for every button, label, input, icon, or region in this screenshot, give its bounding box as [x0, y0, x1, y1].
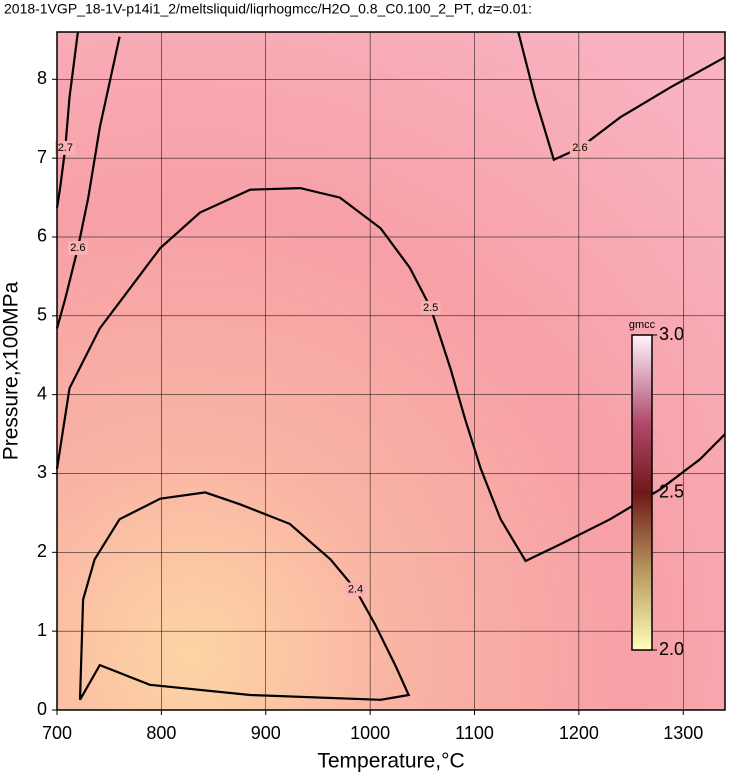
x-tick-label: 1300 — [663, 723, 703, 743]
colorbar-tick-label: 2.0 — [659, 639, 684, 659]
plot-background — [57, 32, 725, 710]
contour-label-bg — [67, 241, 88, 256]
x-tick-label: 900 — [251, 723, 281, 743]
contour-label-bg — [420, 300, 441, 315]
y-tick-label: 2 — [37, 541, 47, 561]
x-tick-label: 800 — [146, 723, 176, 743]
plot-frame — [56, 31, 726, 711]
contour-label: 2.6 — [70, 242, 85, 254]
contour-label-bg — [345, 582, 366, 597]
y-tick-label: 1 — [37, 620, 47, 640]
colorbar-label: gmcc — [629, 319, 656, 331]
y-tick-label: 5 — [37, 305, 47, 325]
contour-label: 2.5 — [423, 302, 438, 314]
y-axis-label: Pressure,x100MPa — [0, 281, 23, 460]
y-tick-label: 0 — [37, 699, 47, 719]
x-tick-label: 1100 — [455, 723, 494, 743]
y-tick-label: 4 — [37, 383, 47, 403]
x-axis-label: Temperature,°C — [317, 750, 464, 773]
x-tick-label: 700 — [42, 723, 72, 743]
colorbar-tick-label: 3.0 — [659, 324, 684, 344]
contour-line — [55, 36, 121, 329]
contour-label-bg — [569, 140, 590, 155]
contour-label-bg — [55, 140, 76, 155]
x-tick-label: 1000 — [350, 723, 390, 743]
x-tick-label: 1200 — [559, 723, 599, 743]
contour-line — [55, 186, 726, 563]
contour-label: 2.7 — [58, 142, 73, 154]
y-tick-label: 7 — [37, 147, 47, 167]
y-tick-label: 3 — [37, 462, 47, 482]
contour-label: 2.6 — [572, 142, 587, 154]
colorbar-tick-label: 2.5 — [659, 481, 684, 501]
chart-title: 2018-1VGP_18-1V-p14i1_2/meltsliquid/liqr… — [4, 1, 532, 17]
colorbar — [631, 334, 653, 651]
y-tick-label: 6 — [37, 226, 47, 246]
contour-label: 2.4 — [348, 583, 363, 595]
y-tick-label: 8 — [37, 68, 47, 88]
contour-line — [78, 491, 411, 701]
